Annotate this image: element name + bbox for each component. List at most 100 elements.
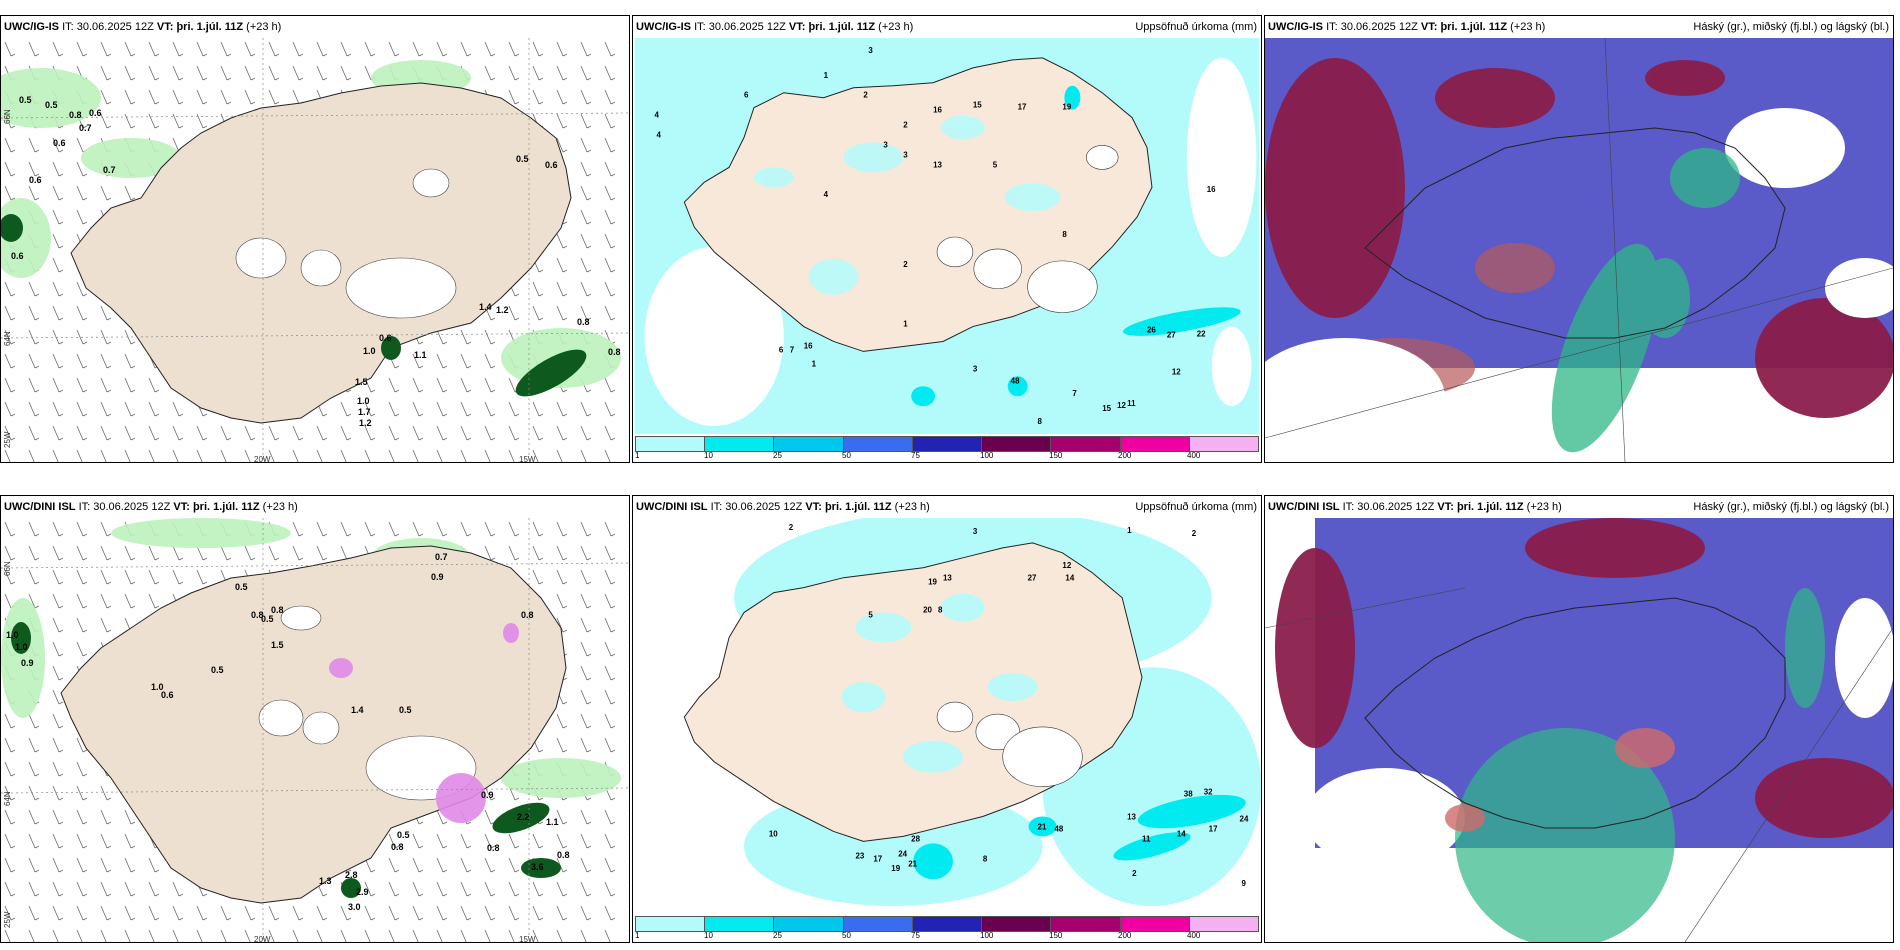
it-label: IT: bbox=[78, 501, 91, 513]
value-label: 23 bbox=[855, 851, 864, 860]
panel-clouds-igis: UWC/IG-IS IT: 30.06.2025 12Z VT: þri. 1.… bbox=[1264, 15, 1894, 463]
vt-label: VT: bbox=[805, 501, 822, 513]
value-label: 17 bbox=[1209, 824, 1218, 833]
colorbar-label: 50 bbox=[842, 931, 851, 940]
value-label: 0.8 bbox=[608, 347, 621, 357]
value-label: 0.5 bbox=[399, 705, 412, 715]
colorbar-label: 200 bbox=[1118, 931, 1132, 940]
lead-time: (+23 h) bbox=[1526, 501, 1562, 513]
colorbar-label: 1 bbox=[635, 451, 640, 460]
it-value: 30.06.2025 12Z bbox=[708, 21, 786, 33]
value-label: 19 bbox=[928, 578, 937, 587]
value-label: 2.2 bbox=[517, 812, 530, 822]
value-label: 8 bbox=[983, 854, 988, 863]
value-label: 21 bbox=[908, 859, 917, 868]
value-label: 5 bbox=[993, 160, 998, 169]
vt-value: þri. 1.júl. 11Z bbox=[176, 21, 244, 33]
colorbar-cell bbox=[1051, 437, 1121, 451]
colorbar-label: 1 bbox=[635, 931, 640, 940]
value-label: 1.5 bbox=[355, 377, 368, 387]
field-title: Háský (gr.), miðský (fj.bl.) og lágský (… bbox=[1693, 501, 1889, 513]
colorbar-cell bbox=[1120, 917, 1190, 931]
it-value: 30.06.2025 12Z bbox=[93, 501, 171, 513]
colorbar-label: 75 bbox=[911, 451, 920, 460]
value-label: 1 bbox=[812, 359, 817, 368]
value-label: 27 bbox=[1028, 574, 1037, 583]
panel-clouds-dini: UWC/DINI ISL IT: 30.06.2025 12Z VT: þri.… bbox=[1264, 495, 1894, 943]
colorbar-label: 200 bbox=[1118, 451, 1132, 460]
vt-label: VT: bbox=[1437, 501, 1454, 513]
value-label: 13 bbox=[1127, 812, 1136, 821]
colorbar-cell bbox=[982, 437, 1052, 451]
value-label: 3 bbox=[973, 364, 978, 373]
it-value: 30.06.2025 12Z bbox=[1357, 501, 1435, 513]
vt-value: þri. 1.júl. 11Z bbox=[1440, 21, 1508, 33]
colorbar-cell bbox=[1189, 437, 1258, 451]
vt-label: VT: bbox=[788, 21, 806, 33]
value-label: 8 bbox=[938, 606, 943, 615]
value-label: 3 bbox=[868, 46, 873, 55]
lon-label-25w: 25W bbox=[3, 911, 12, 928]
value-label: 14 bbox=[1177, 829, 1186, 838]
model-name: UWC/IG-IS bbox=[636, 21, 691, 33]
model-name: UWC/IG-IS bbox=[4, 21, 59, 33]
value-label: 1.0 bbox=[357, 396, 370, 406]
value-label: 2.8 bbox=[345, 870, 358, 880]
value-label: 2 bbox=[1192, 529, 1197, 538]
value-label: 1.0 bbox=[363, 346, 376, 356]
lat-label-64n: 64N bbox=[3, 791, 12, 806]
it-label: IT: bbox=[710, 501, 723, 513]
map-accumulated-precip: 3 4 4 6 1 2 16 15 17 19 2 3 3 13 5 4 2 1… bbox=[634, 38, 1260, 436]
it-value: 30.06.2025 12Z bbox=[1340, 21, 1418, 33]
value-label: 1.4 bbox=[351, 705, 364, 715]
colorbar-label: 10 bbox=[704, 451, 713, 460]
value-label: 0.8 bbox=[557, 850, 570, 860]
value-label: 7 bbox=[1072, 389, 1077, 398]
model-name: UWC/IG-IS bbox=[1268, 21, 1323, 33]
value-label: 1.1 bbox=[414, 350, 427, 360]
map-wind-barbs: 0.5 0.5 0.8 0.6 0.7 0.6 0.7 0.6 0.6 0.5 … bbox=[1, 38, 629, 462]
value-label: 48 bbox=[1011, 376, 1020, 385]
value-label: 1 bbox=[824, 71, 829, 80]
value-label: 1 bbox=[903, 320, 908, 329]
lat-label-64n: 64N bbox=[3, 331, 12, 346]
value-label: 6 bbox=[744, 91, 749, 100]
precip-colorbar: 1 10 25 50 75 100 150 200 400 bbox=[633, 434, 1261, 462]
value-label: 19 bbox=[891, 864, 900, 873]
value-label: 22 bbox=[1197, 330, 1206, 339]
colorbar-cell bbox=[843, 437, 913, 451]
value-label: 1.0 bbox=[6, 630, 19, 640]
value-label: 1.4 bbox=[479, 302, 492, 312]
colorbar-cell bbox=[705, 917, 775, 931]
value-label: 4 bbox=[654, 111, 659, 120]
value-label: 0.8 bbox=[577, 317, 590, 327]
vt-value: þri. 1.júl. 11Z bbox=[808, 21, 876, 33]
lead-time: (+23 h) bbox=[1510, 21, 1546, 33]
vt-value: þri. 1.júl. 11Z bbox=[824, 501, 892, 513]
lat-label-66n: 66N bbox=[3, 561, 12, 576]
value-label: 2.9 bbox=[356, 887, 369, 897]
value-label: 32 bbox=[1204, 788, 1213, 797]
precip-colorbar: 1 10 25 50 75 100 150 200 400 bbox=[633, 914, 1261, 942]
value-label: 0.8 bbox=[487, 843, 500, 853]
colorbar-label: 150 bbox=[1049, 931, 1063, 940]
value-label: 0.9 bbox=[481, 790, 494, 800]
value-label: 0.5 bbox=[45, 100, 58, 110]
panel-header: UWC/IG-IS IT: 30.06.2025 12Z VT: þri. 1.… bbox=[633, 16, 1261, 38]
value-label: 3 bbox=[903, 150, 908, 159]
colorbar-cell bbox=[843, 917, 913, 931]
value-label: 19 bbox=[1062, 103, 1071, 112]
colorbar-cell bbox=[1120, 437, 1190, 451]
value-label: 0.6 bbox=[379, 333, 392, 343]
value-label: 1.0 bbox=[15, 642, 28, 652]
value-label: 0.7 bbox=[435, 552, 448, 562]
value-label: 0.5 bbox=[235, 582, 248, 592]
value-label: 2 bbox=[863, 91, 868, 100]
value-label: 2 bbox=[903, 121, 908, 130]
lon-label-15w: 15W bbox=[519, 455, 536, 463]
value-label: 1.7 bbox=[358, 407, 371, 417]
value-label: 1.5 bbox=[271, 640, 284, 650]
value-label: 13 bbox=[933, 160, 942, 169]
colorbar-label: 150 bbox=[1049, 451, 1063, 460]
colorbar-label: 400 bbox=[1187, 451, 1201, 460]
